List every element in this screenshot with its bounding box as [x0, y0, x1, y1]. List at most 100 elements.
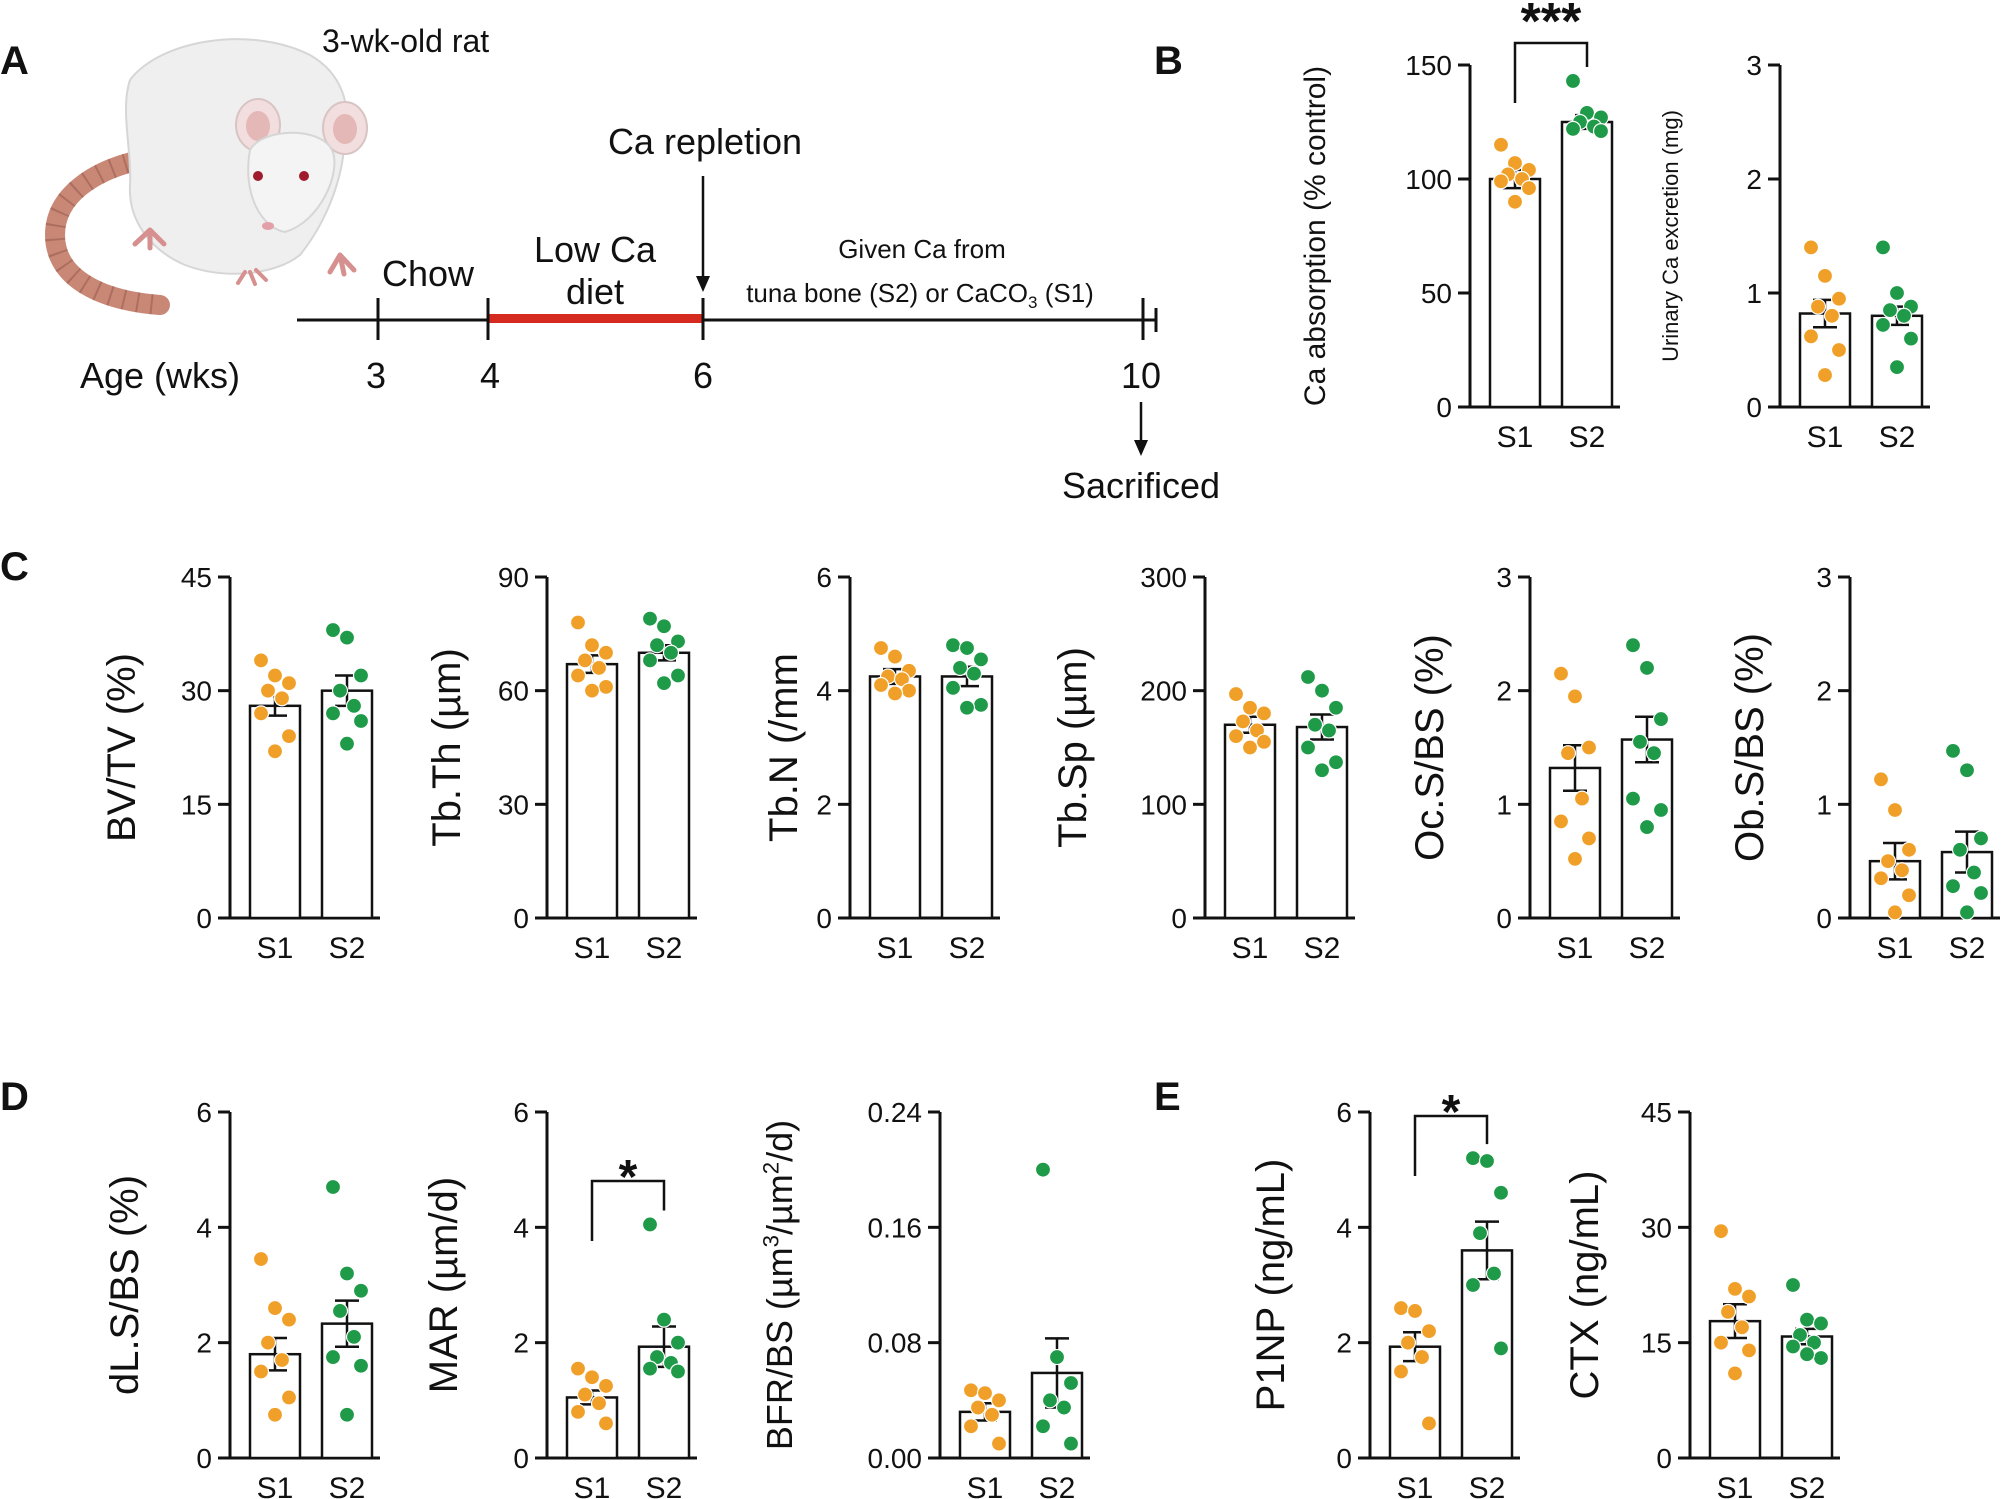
x-tick-label-s2: S2	[1304, 932, 1341, 965]
ca-repletion-label: Ca repletion	[608, 121, 802, 162]
data-point-s1	[1227, 728, 1245, 745]
data-point-s2	[641, 1216, 659, 1233]
x-tick-label-s2: S2	[1469, 1472, 1506, 1499]
significance-marker: *	[1442, 1086, 1461, 1139]
data-point-s2	[1313, 762, 1331, 779]
x-tick-label-s2: S2	[1569, 421, 1606, 454]
data-point-s2	[338, 629, 356, 646]
bar-s1	[1223, 723, 1277, 920]
given-ca-label-line1: Given Ca from	[838, 234, 1006, 264]
x-tick-label-s2: S2	[646, 1472, 683, 1499]
y-tick-label: 0	[1656, 1443, 1672, 1474]
y-tick-label: 0	[1816, 903, 1832, 934]
data-point-s2	[1313, 682, 1331, 699]
chart-c3-tb-n: 0 2 4 6 S1 S2 Tb.N (/mm	[762, 562, 1000, 965]
y-tick-label: 4	[513, 1212, 529, 1243]
repletion-arrow-head	[696, 276, 710, 292]
data-point-s2	[958, 639, 976, 657]
data-point-s2	[1592, 123, 1610, 140]
rat-nose	[262, 222, 274, 230]
x-tick-label-s1: S1	[877, 932, 914, 965]
data-point-s1	[1872, 870, 1890, 887]
data-point-s1	[569, 1360, 587, 1377]
data-point-s1	[1893, 862, 1911, 879]
data-point-s1	[280, 1389, 298, 1406]
chart-c1-bv-tv: 0 15 30 45 S1 S2 BV/TV (%)	[100, 562, 380, 965]
x-tick-label-s1: S1	[257, 932, 294, 965]
age-tick-10: 10	[1121, 355, 1161, 396]
data-point-s2	[1299, 668, 1317, 686]
data-point-s1	[1566, 850, 1584, 867]
y-tick-label: 150	[1405, 50, 1452, 81]
data-point-s2	[1951, 841, 1969, 858]
data-point-s1	[569, 614, 587, 631]
data-point-s2	[965, 665, 983, 682]
data-point-s1	[962, 1418, 980, 1435]
data-point-s1	[266, 743, 284, 760]
y-axis-label: Tb.N (/mm	[762, 653, 806, 842]
y-axis-label: Ca absorption (% control)	[1299, 66, 1332, 406]
chart-d2-mar: 0 2 4 6 S1 S2 MAR (µm/d) *	[422, 1097, 697, 1499]
significance-bracket	[1513, 41, 1589, 103]
y-axis-label: P1NP (ng/mL)	[1249, 1159, 1293, 1412]
y-axis-label: Urinary Ca excretion (mg)	[1658, 110, 1683, 362]
data-point-s1	[569, 667, 587, 684]
data-point-s1	[1399, 1334, 1417, 1351]
data-point-s1	[590, 659, 608, 677]
y-tick-label: 2	[1746, 164, 1762, 195]
y-axis-label-part: /d)	[759, 1120, 800, 1162]
y-tick-label: 3	[1746, 50, 1762, 81]
y-tick-label: 4	[1336, 1212, 1352, 1243]
data-point-s1	[1830, 290, 1848, 307]
rat-eye-right	[299, 171, 309, 181]
x-tick-label-s2: S2	[1789, 1472, 1826, 1499]
y-tick-label: 6	[1336, 1097, 1352, 1128]
y-axis-label-part: BFR/BS (µm	[759, 1247, 800, 1450]
y-tick-label: 0	[513, 1443, 529, 1474]
y-tick-label: 6	[816, 562, 832, 593]
panel-label-b: B	[1154, 39, 1183, 83]
data-point-s2	[1564, 72, 1582, 90]
data-point-s2	[1464, 1276, 1482, 1294]
y-tick-label: 0	[1336, 1443, 1352, 1474]
x-tick-label-s1: S1	[1497, 421, 1534, 454]
panel-label-d: D	[0, 1075, 29, 1119]
rat-head	[247, 131, 336, 234]
data-point-s1	[1506, 193, 1524, 210]
x-tick-label-s1: S1	[1717, 1472, 1754, 1499]
data-point-s2	[1492, 1340, 1510, 1357]
data-point-s1	[280, 728, 298, 745]
data-point-s1	[872, 676, 890, 694]
data-point-s2	[1638, 659, 1656, 677]
y-axis-label: MAR (µm/d)	[422, 1177, 466, 1393]
data-point-s1	[266, 1406, 284, 1423]
data-point-s1	[1900, 887, 1918, 904]
y-tick-label: 90	[498, 562, 529, 593]
y-tick-label: 0.08	[868, 1328, 923, 1359]
sacrifice-arrow-head	[1134, 440, 1148, 456]
data-point-s1	[1816, 366, 1834, 384]
y-axis-label: BFR/BS (µm3/µm2/d)	[758, 1120, 800, 1450]
data-point-s1	[1719, 1303, 1737, 1321]
y-tick-label: 200	[1140, 676, 1187, 707]
data-point-s2	[1944, 878, 1962, 895]
data-point-s2	[1034, 1161, 1052, 1178]
data-point-s1	[583, 1369, 601, 1386]
y-tick-label: 2	[513, 1328, 529, 1359]
data-point-s2	[1645, 745, 1663, 762]
data-point-s2	[1798, 1311, 1816, 1328]
significance-marker: *	[619, 1151, 638, 1204]
y-tick-label: 4	[816, 676, 832, 707]
y-tick-label: 300	[1140, 562, 1187, 593]
data-point-s2	[1965, 864, 1983, 881]
chow-label: Chow	[382, 253, 475, 294]
data-point-s1	[990, 1435, 1008, 1452]
bar-s1	[565, 662, 619, 920]
significance-bracket	[1413, 1114, 1489, 1176]
y-tick-label: 4	[196, 1212, 212, 1243]
y-axis-label: CTX (ng/mL)	[1563, 1171, 1607, 1400]
data-point-s2	[1048, 1348, 1066, 1366]
data-point-s2	[338, 1265, 356, 1282]
data-point-s2	[1624, 790, 1642, 807]
data-point-s1	[569, 1403, 587, 1420]
